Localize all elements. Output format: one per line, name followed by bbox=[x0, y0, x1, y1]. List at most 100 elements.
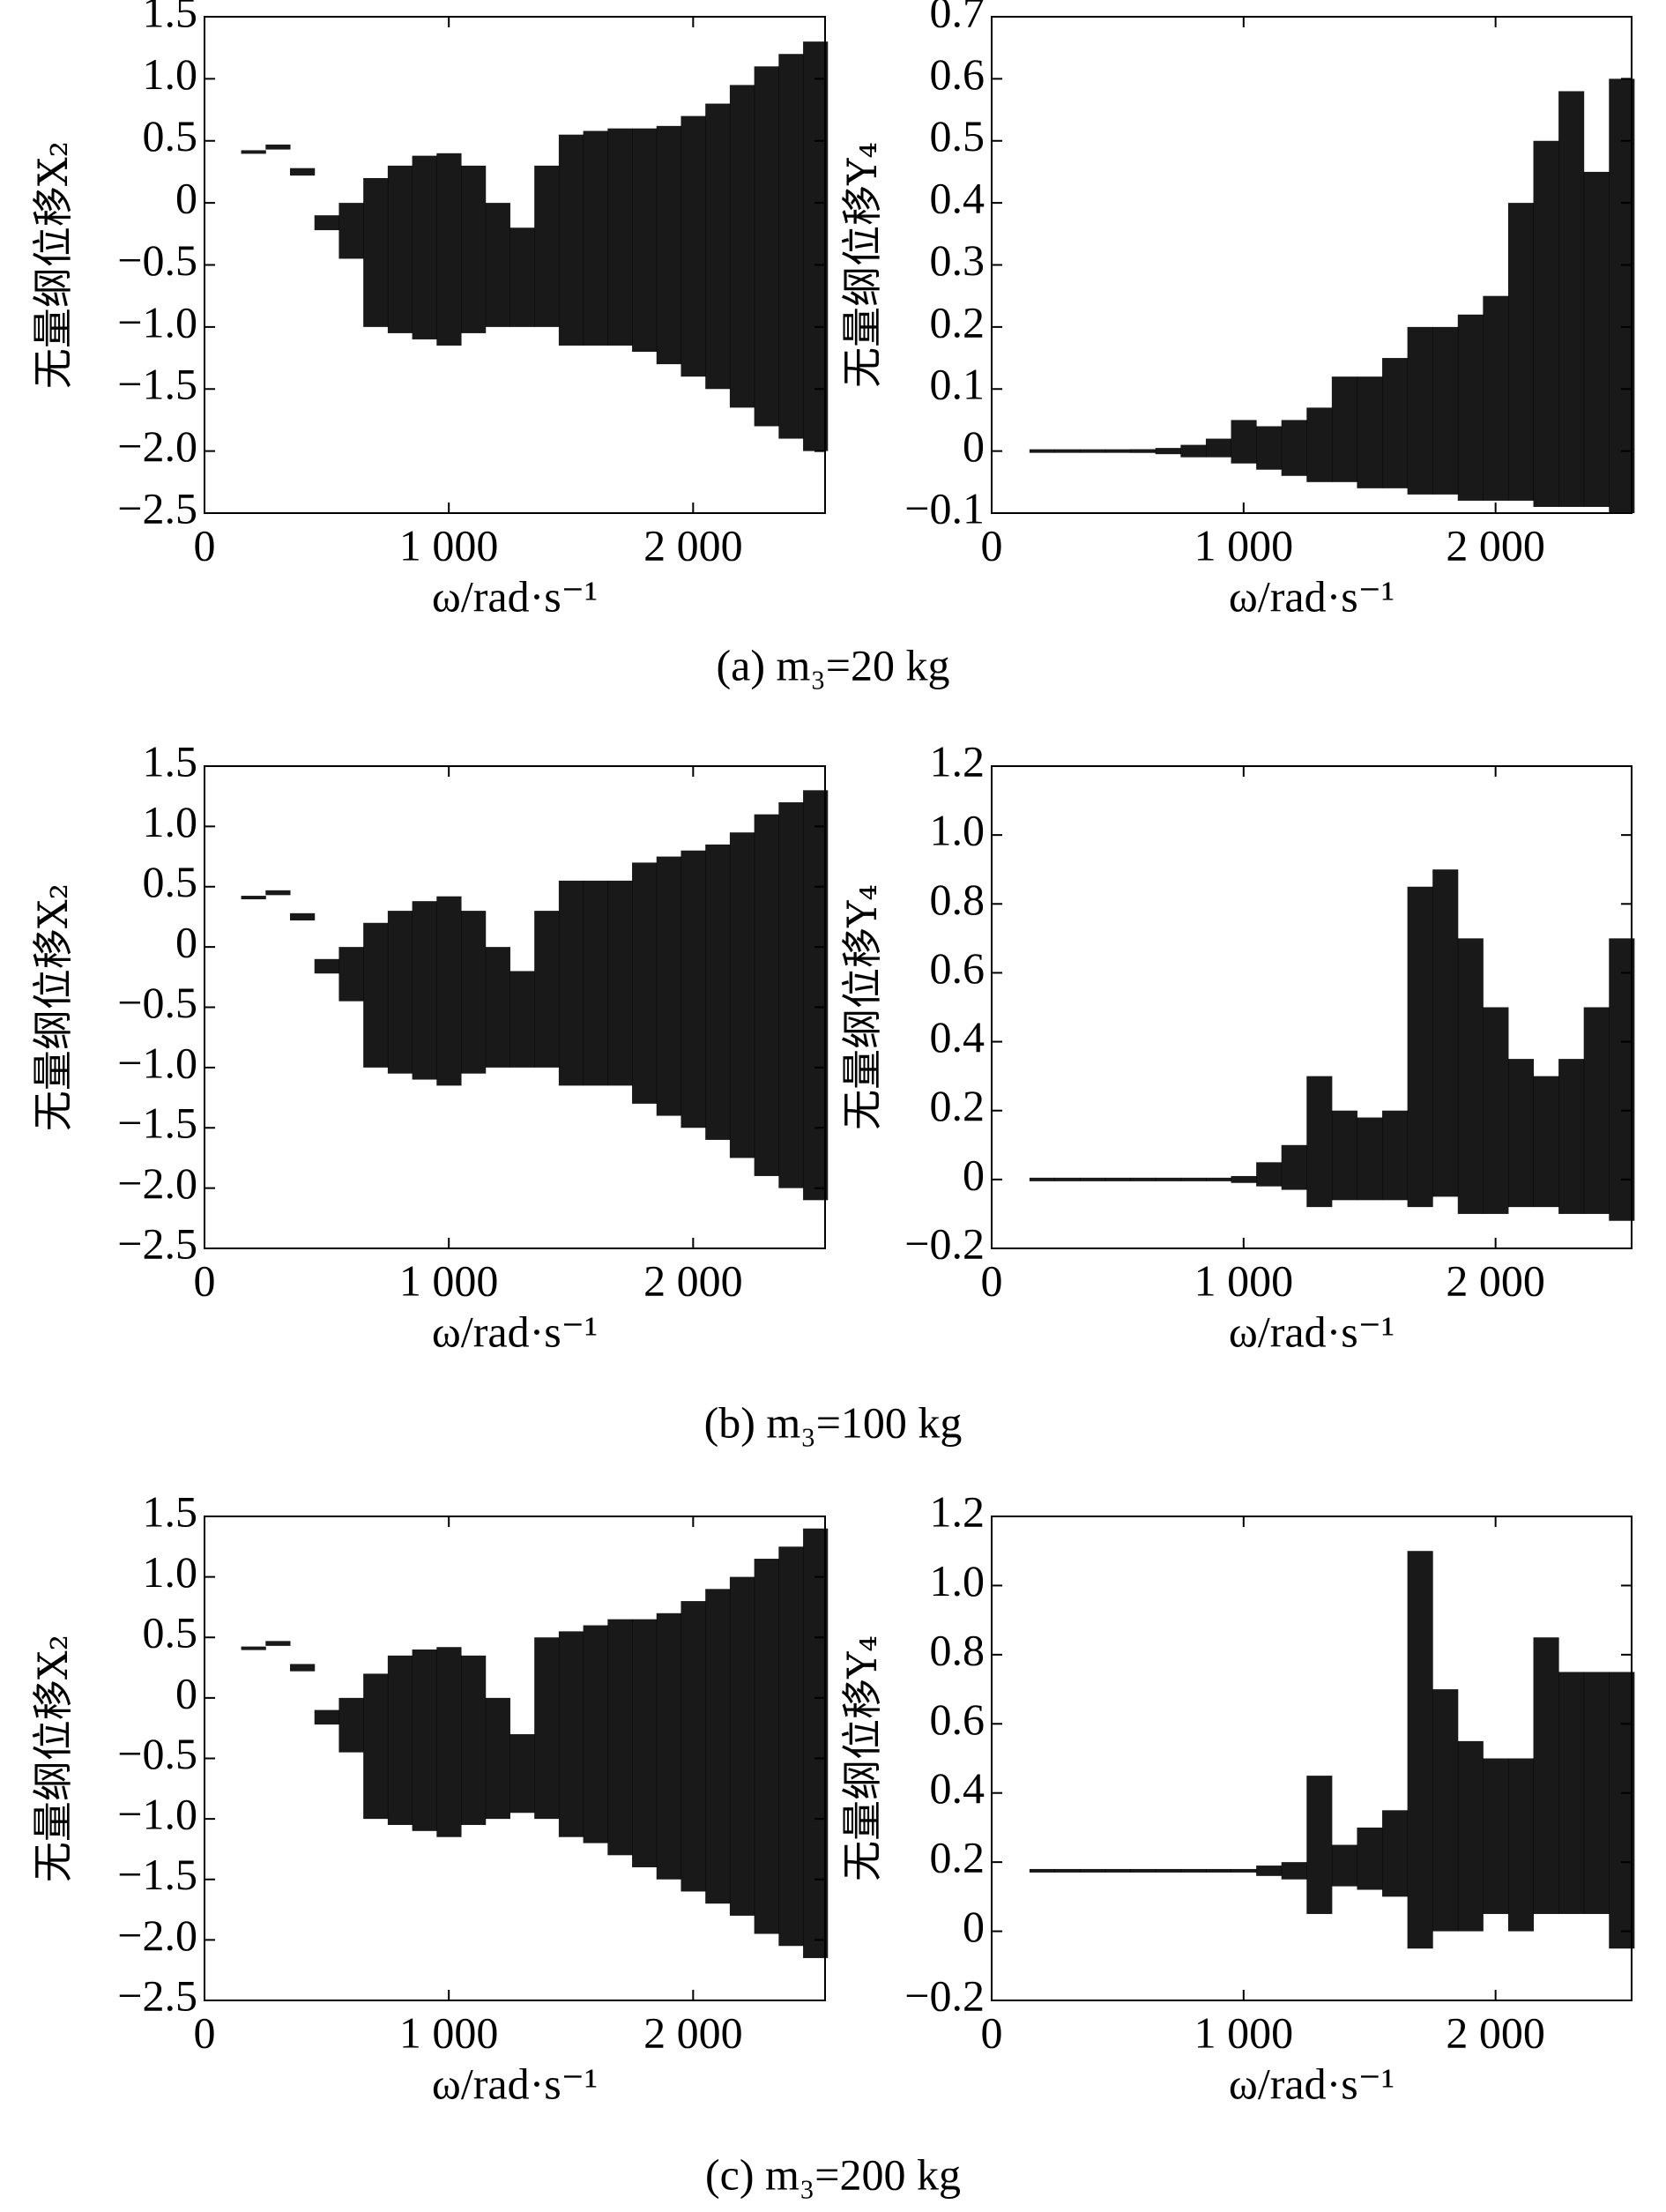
range-band bbox=[1357, 376, 1383, 488]
x-axis-label: ω/rad·s⁻¹ bbox=[1229, 1307, 1395, 1356]
x-tick-label: 2 000 bbox=[643, 2007, 743, 2057]
y-tick-label: 0.5 bbox=[930, 111, 985, 160]
range-band bbox=[363, 922, 389, 1068]
plot-frame bbox=[991, 1516, 1633, 2001]
range-band bbox=[338, 203, 364, 259]
range-band bbox=[1407, 326, 1433, 495]
y-tick-label: −0.5 bbox=[117, 235, 197, 285]
y-tick-label: −2.5 bbox=[117, 483, 197, 533]
range-band bbox=[632, 862, 658, 1104]
range-band bbox=[1533, 140, 1559, 507]
y-tick-label: 0.7 bbox=[930, 0, 985, 36]
range-band bbox=[387, 165, 413, 333]
range-band bbox=[1306, 407, 1333, 482]
range-band bbox=[1080, 449, 1106, 453]
y-axis-label: 无量纲位移Y₄ bbox=[838, 142, 886, 388]
y-tick-label: −2.5 bbox=[117, 1218, 197, 1268]
range-band bbox=[1231, 420, 1257, 464]
range-band bbox=[363, 177, 389, 327]
y-tick-label: −0.2 bbox=[904, 1970, 985, 2020]
x-tick-label: 1 000 bbox=[399, 1255, 499, 1305]
range-band bbox=[1281, 420, 1307, 476]
range-band bbox=[1507, 1758, 1535, 1932]
y-tick-label: 0 bbox=[963, 421, 985, 471]
range-band bbox=[1155, 1868, 1181, 1873]
range-band bbox=[1231, 1175, 1257, 1183]
range-band bbox=[1130, 1868, 1157, 1873]
y-tick-label: 0.5 bbox=[143, 857, 198, 906]
y-tick-label: 1.2 bbox=[930, 1486, 985, 1536]
range-band bbox=[705, 844, 731, 1140]
range-band bbox=[1432, 1689, 1459, 1932]
range-band bbox=[485, 947, 510, 1068]
range-band bbox=[534, 165, 560, 327]
range-band bbox=[1029, 449, 1055, 453]
y-tick-label: 1.2 bbox=[930, 736, 985, 786]
range-band bbox=[1432, 869, 1459, 1197]
range-band bbox=[412, 1649, 437, 1831]
range-band bbox=[534, 1637, 560, 1820]
y-tick-label: 1.0 bbox=[143, 797, 198, 846]
y-tick-label: 0.4 bbox=[930, 174, 985, 223]
x-tick-label: 1 000 bbox=[1194, 520, 1294, 570]
x-axis-label: ω/rad·s⁻¹ bbox=[432, 571, 598, 621]
y-tick-label: 0.6 bbox=[930, 1694, 985, 1744]
range-band bbox=[290, 1664, 316, 1672]
range-band bbox=[509, 971, 535, 1068]
range-band bbox=[778, 54, 804, 439]
range-band bbox=[534, 911, 560, 1068]
x-tick-label: 0 bbox=[194, 520, 216, 570]
range-band bbox=[1256, 1162, 1283, 1187]
y-tick-label: 1.0 bbox=[930, 1556, 985, 1605]
range-band bbox=[314, 1709, 339, 1725]
range-band bbox=[436, 1647, 462, 1837]
range-band bbox=[1130, 449, 1157, 453]
y-tick-label: 1.5 bbox=[143, 736, 198, 786]
range-band bbox=[1483, 295, 1509, 501]
range-band bbox=[803, 790, 829, 1201]
range-band bbox=[412, 901, 437, 1080]
range-band bbox=[290, 912, 316, 921]
range-band bbox=[1382, 1110, 1409, 1201]
range-band bbox=[1507, 203, 1535, 501]
y-tick-label: 1.0 bbox=[143, 1547, 198, 1597]
range-band bbox=[241, 150, 266, 154]
range-band bbox=[778, 1546, 804, 1947]
y-tick-label: 0 bbox=[963, 1150, 985, 1199]
y-tick-label: 1.5 bbox=[143, 1486, 198, 1536]
range-band bbox=[1180, 1177, 1207, 1181]
x-axis-label: ω/rad·s⁻¹ bbox=[1229, 571, 1395, 621]
y-tick-label: 0.6 bbox=[930, 943, 985, 993]
range-band bbox=[1205, 1868, 1232, 1873]
range-band bbox=[387, 911, 413, 1074]
range-band bbox=[1483, 1758, 1509, 1914]
y-tick-label: −2.0 bbox=[117, 1158, 197, 1208]
y-tick-label: −2.5 bbox=[117, 1970, 197, 2020]
range-band bbox=[583, 880, 608, 1086]
x-tick-label: 0 bbox=[981, 520, 1003, 570]
range-band bbox=[1457, 314, 1484, 501]
range-band bbox=[558, 1631, 584, 1837]
y-tick-label: −2.0 bbox=[117, 421, 197, 471]
range-band bbox=[1558, 1059, 1585, 1214]
y-tick-label: 0.8 bbox=[930, 1625, 985, 1674]
x-tick-label: 1 000 bbox=[399, 2007, 499, 2057]
range-band bbox=[754, 1559, 779, 1934]
range-band bbox=[754, 814, 779, 1176]
range-band bbox=[558, 880, 584, 1086]
range-band bbox=[1457, 1740, 1484, 1932]
x-tick-label: 0 bbox=[981, 2007, 1003, 2057]
range-band bbox=[778, 802, 804, 1188]
range-band bbox=[1583, 171, 1610, 507]
range-band bbox=[1180, 444, 1207, 458]
y-tick-label: 0.2 bbox=[930, 1833, 985, 1882]
range-band bbox=[1331, 1110, 1357, 1201]
y-tick-label: −1.5 bbox=[117, 360, 197, 409]
range-band bbox=[1583, 1672, 1610, 1914]
range-band bbox=[1609, 938, 1635, 1221]
x-axis-label: ω/rad·s⁻¹ bbox=[432, 2059, 598, 2108]
y-tick-label: 1.0 bbox=[143, 49, 198, 99]
range-band bbox=[461, 911, 487, 1074]
range-band bbox=[1533, 1637, 1559, 1914]
